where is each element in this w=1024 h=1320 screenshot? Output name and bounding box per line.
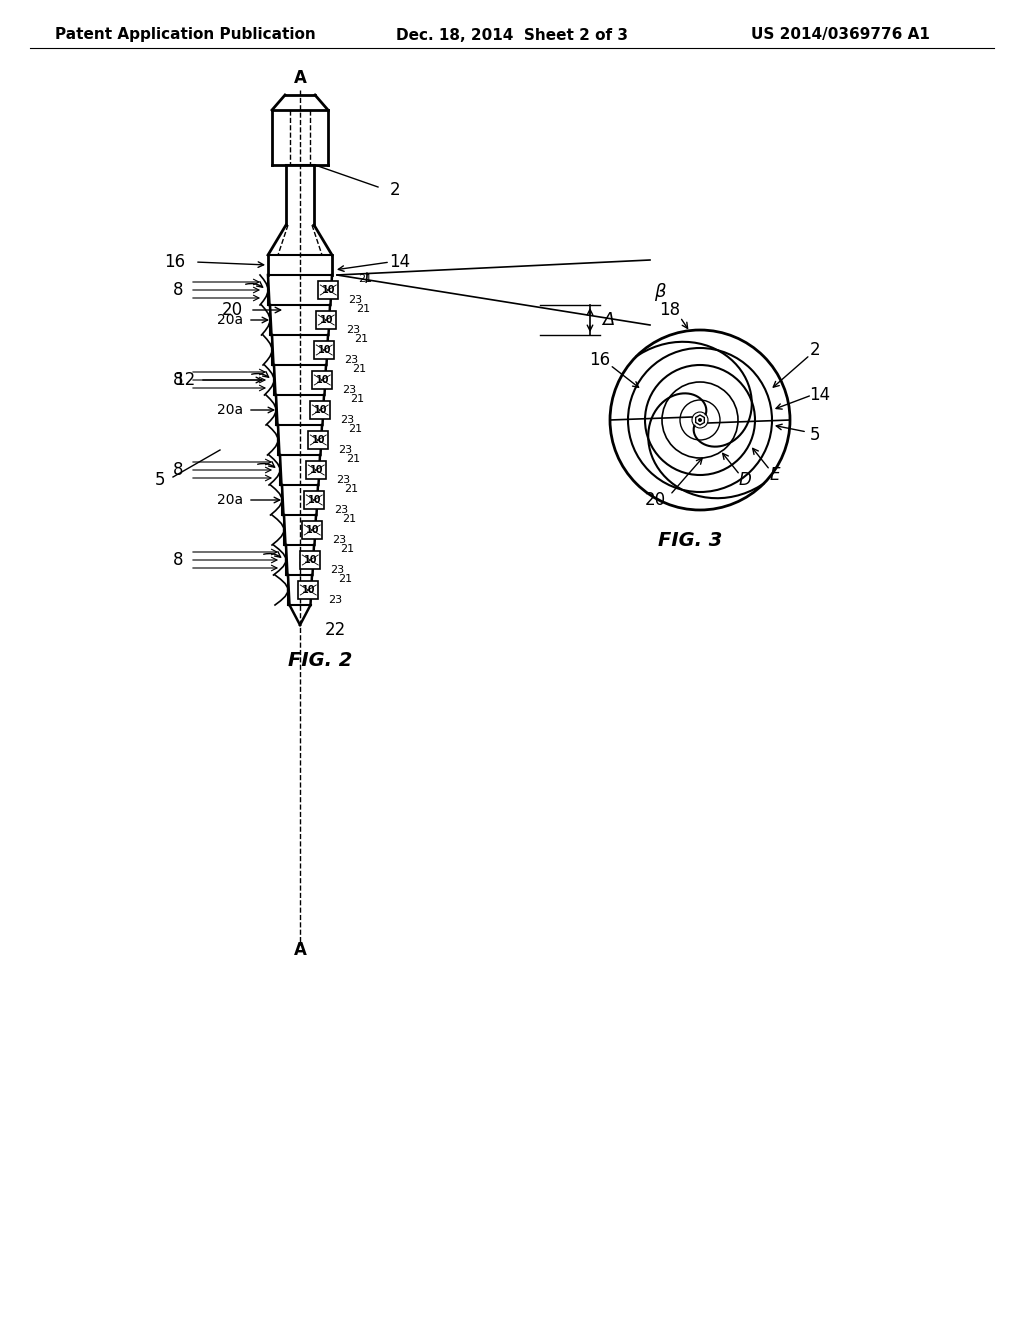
Text: D: D (738, 471, 752, 488)
Text: 10: 10 (319, 315, 333, 325)
Text: 23: 23 (333, 535, 346, 545)
Bar (312, 371, 332, 389)
Bar (302, 521, 323, 539)
Text: 23: 23 (348, 294, 362, 305)
Text: 20: 20 (221, 301, 243, 319)
Text: 18: 18 (659, 301, 681, 319)
Text: 12: 12 (174, 371, 196, 389)
Circle shape (698, 418, 702, 422)
Text: 23: 23 (344, 355, 358, 366)
Text: 23: 23 (329, 595, 343, 605)
Text: 10: 10 (301, 585, 315, 595)
Text: US 2014/0369776 A1: US 2014/0369776 A1 (751, 28, 930, 42)
Bar (314, 341, 334, 359)
Text: Patent Application Publication: Patent Application Publication (54, 28, 315, 42)
Bar (304, 491, 325, 510)
Text: 20a: 20a (217, 313, 243, 327)
Text: 14: 14 (389, 253, 411, 271)
Text: 5: 5 (810, 426, 820, 444)
Text: 20a: 20a (217, 492, 243, 507)
Text: 5: 5 (155, 471, 165, 488)
Text: A: A (294, 69, 306, 87)
Text: 2: 2 (810, 341, 820, 359)
Text: 21: 21 (340, 544, 354, 554)
Text: 10: 10 (322, 285, 335, 294)
Text: 21: 21 (344, 484, 358, 494)
Bar (316, 312, 336, 329)
Bar (300, 550, 321, 569)
Bar (318, 281, 338, 300)
Text: Dec. 18, 2014  Sheet 2 of 3: Dec. 18, 2014 Sheet 2 of 3 (396, 28, 628, 42)
Text: 8: 8 (173, 550, 183, 569)
Text: 8: 8 (173, 371, 183, 389)
Text: 23: 23 (339, 445, 352, 455)
Text: 10: 10 (315, 375, 329, 385)
Text: 16: 16 (165, 253, 185, 271)
Text: 23: 23 (340, 414, 354, 425)
Text: 23: 23 (346, 325, 360, 335)
Text: 23: 23 (337, 475, 350, 484)
Bar (306, 461, 327, 479)
Text: 10: 10 (307, 495, 321, 506)
Text: 10: 10 (305, 525, 319, 535)
Text: 8: 8 (173, 281, 183, 300)
Text: 21: 21 (346, 454, 360, 465)
Text: 23: 23 (335, 506, 348, 515)
Text: 21: 21 (356, 304, 370, 314)
Text: 23: 23 (331, 565, 344, 576)
Text: A: A (294, 941, 306, 960)
Text: 10: 10 (311, 436, 325, 445)
Text: Δ: Δ (602, 312, 614, 329)
Text: 14: 14 (809, 385, 830, 404)
Text: 8: 8 (173, 461, 183, 479)
Text: 22: 22 (325, 620, 346, 639)
Text: 21: 21 (338, 574, 352, 583)
Text: 10: 10 (317, 345, 331, 355)
Text: 2: 2 (390, 181, 400, 199)
Text: 16: 16 (590, 351, 610, 370)
Text: 10: 10 (313, 405, 327, 414)
Bar (308, 432, 329, 449)
Text: 20a: 20a (217, 403, 243, 417)
Text: 10: 10 (303, 554, 317, 565)
Text: E: E (770, 466, 780, 484)
Text: 21: 21 (352, 364, 366, 374)
Text: β: β (654, 282, 666, 301)
Text: FIG. 3: FIG. 3 (657, 531, 722, 549)
Text: 21: 21 (354, 334, 368, 345)
Text: 21: 21 (342, 513, 356, 524)
Text: 23: 23 (342, 385, 356, 395)
Text: 20: 20 (644, 491, 666, 510)
Text: FIG. 2: FIG. 2 (288, 651, 352, 669)
Bar (298, 581, 318, 599)
Text: 21: 21 (348, 424, 362, 434)
Bar (310, 401, 331, 418)
Text: 21: 21 (350, 393, 365, 404)
Text: 10: 10 (309, 465, 323, 475)
Text: 21: 21 (358, 275, 372, 284)
